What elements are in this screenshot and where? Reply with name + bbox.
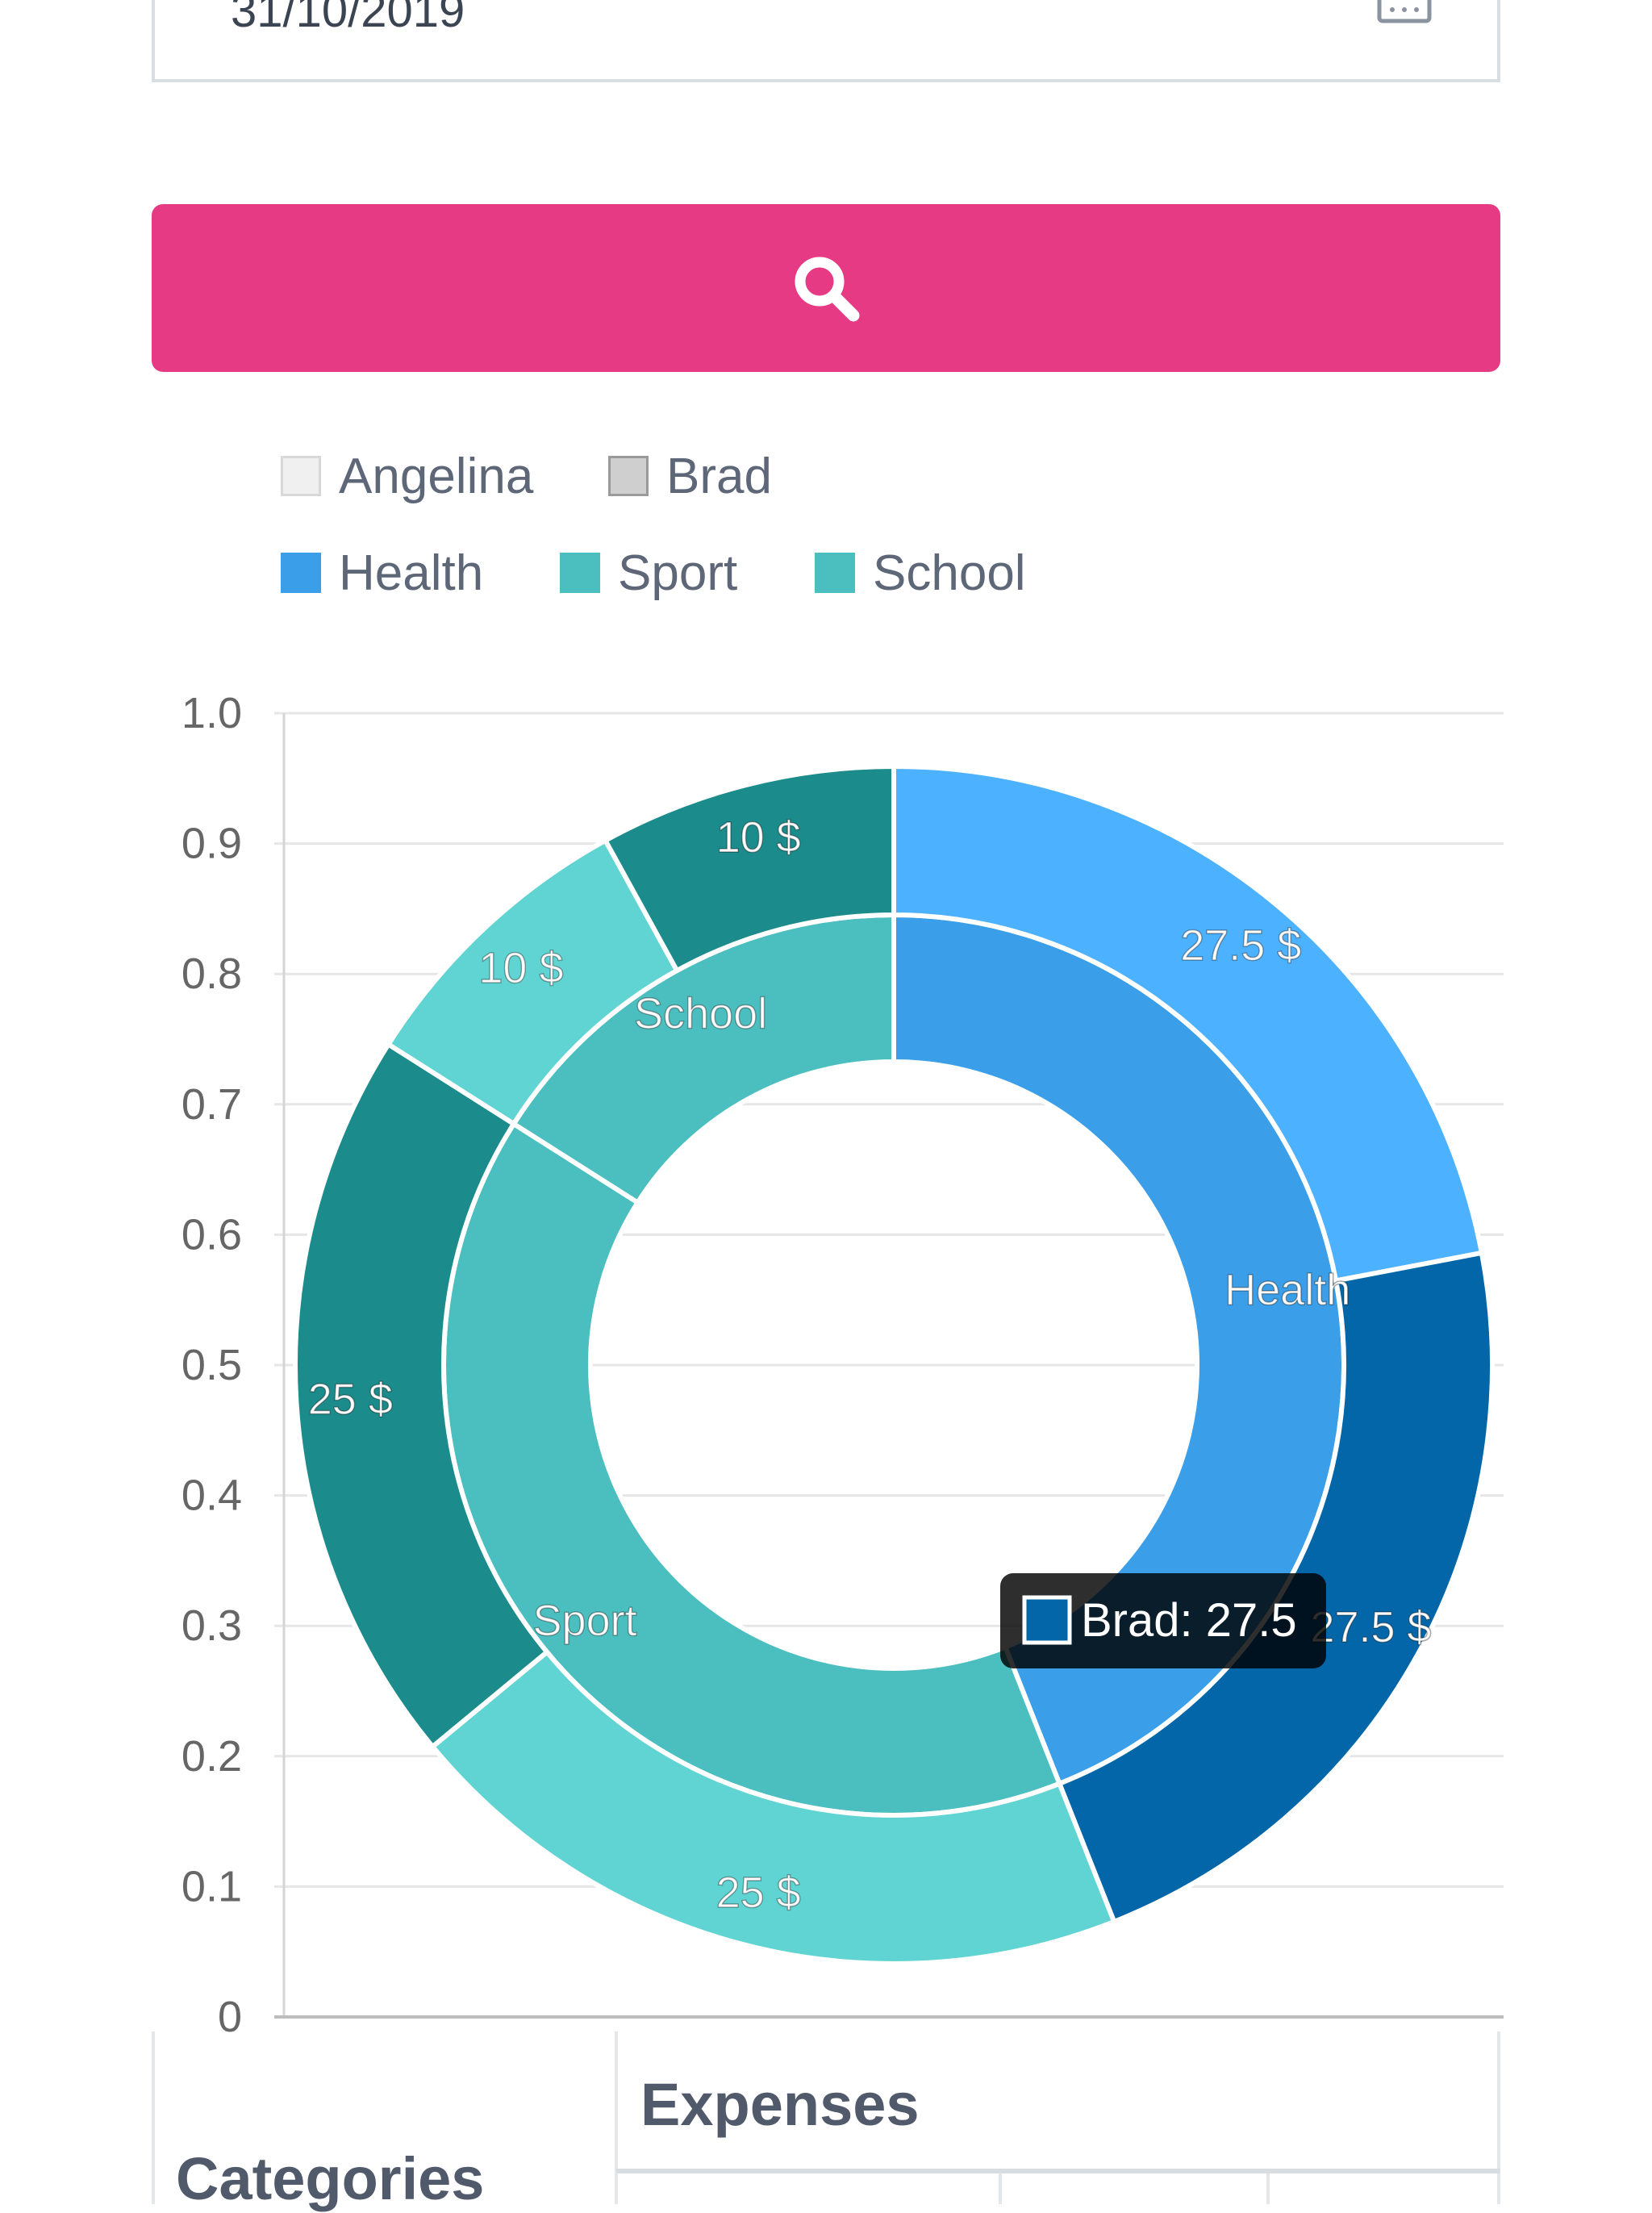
legend-item-sport[interactable]: Sport — [560, 545, 738, 601]
table-subcolumn-divider — [999, 2173, 1002, 2204]
table-divider — [615, 2031, 618, 2204]
legend-swatch-brad — [608, 456, 649, 496]
y-tick-label: 0.9 — [181, 820, 242, 868]
outer-ring-slice[interactable] — [1056, 1250, 1495, 1925]
legend-item-health[interactable]: Health — [281, 545, 484, 601]
inner-ring-slice-label: Health — [1224, 1266, 1350, 1314]
outer-ring-slice[interactable] — [602, 763, 896, 975]
slice-labels: Health Sport School 27.5 $ 27.5 $ 25 $ 25 $ 10 … — [307, 812, 1432, 1917]
outer-ring-slice[interactable] — [293, 1041, 551, 1751]
y-tick-label: 0.6 — [181, 1210, 242, 1259]
outer-ring-slice-label: 25 $ — [716, 1869, 801, 1917]
search-icon — [795, 257, 860, 322]
date-field[interactable]: 31/10/2019 — [152, 0, 1500, 82]
y-tick-label: 0.2 — [181, 1732, 242, 1781]
tooltip-box — [1000, 1573, 1326, 1668]
y-tick-label: 0.5 — [181, 1341, 242, 1389]
legend-item-angelina[interactable]: Angelina — [281, 448, 534, 504]
table-header-expenses: Expenses — [640, 2071, 920, 2138]
outer-ring-slice-label: 25 $ — [308, 1375, 393, 1423]
tooltip-swatch — [1022, 1595, 1072, 1645]
search-button[interactable] — [152, 204, 1500, 372]
doughnut-rings — [293, 763, 1495, 1966]
legend-item-school[interactable]: School — [815, 545, 1026, 601]
y-tick-label: 0.4 — [181, 1472, 242, 1520]
expenses-table: Expenses Categories — [152, 2031, 1500, 2212]
y-tick-label: 0 — [218, 1993, 242, 2033]
y-tick-label: 0.7 — [181, 1080, 242, 1129]
outer-ring-slice[interactable] — [429, 1648, 1118, 1966]
legend-swatch-angelina — [281, 456, 321, 496]
y-tick-label: 0.8 — [181, 950, 242, 998]
chart-tooltip: Brad: 27.5 — [1000, 1573, 1326, 1668]
table-border-left — [152, 2031, 155, 2204]
outer-ring-slice-label: 10 $ — [716, 813, 801, 862]
legend-label-health: Health — [339, 545, 484, 601]
inner-ring-slice-label: Sport — [533, 1597, 637, 1645]
outer-ring-slice-label: 27.5 $ — [1310, 1603, 1431, 1651]
y-tick-label: 0.3 — [181, 1601, 242, 1650]
table-border-right — [1497, 2031, 1500, 2204]
y-axis: 0 0.1 0.2 0.3 0.4 0.5 0.6 0.7 0.8 0.9 1.0 — [181, 689, 1504, 2033]
legend-label-brad: Brad — [666, 448, 772, 504]
y-tick-label: 0.1 — [181, 1862, 242, 1910]
legend-label-school: School — [873, 545, 1026, 601]
outer-ring-slice-label: 27.5 $ — [1180, 921, 1301, 970]
table-header-categories: Categories — [176, 2145, 485, 2212]
tooltip-text: Brad: 27.5 — [1081, 1594, 1297, 1647]
legend-item-brad[interactable]: Brad — [608, 448, 772, 504]
inner-ring-slice-label: School — [634, 989, 767, 1038]
legend-label-sport: Sport — [618, 545, 738, 601]
legend-swatch-school — [815, 553, 855, 593]
y-tick-label: 1.0 — [181, 689, 242, 737]
table-subcolumn-divider — [1266, 2173, 1270, 2204]
outer-ring-slice[interactable] — [891, 763, 1485, 1284]
outer-ring-slice-label: 10 $ — [478, 944, 563, 992]
legend-swatch-health — [281, 553, 321, 593]
doughnut-chart: 0 0.1 0.2 0.3 0.4 0.5 0.6 0.7 0.8 0.9 1.0 Health Sp… — [181, 689, 1504, 2033]
table-header-rule — [616, 2169, 1500, 2173]
legend-swatch-sport — [560, 553, 600, 593]
date-value: 31/10/2019 — [231, 0, 465, 37]
legend-label-angelina: Angelina — [339, 448, 534, 504]
calendar-icon — [1377, 0, 1432, 23]
